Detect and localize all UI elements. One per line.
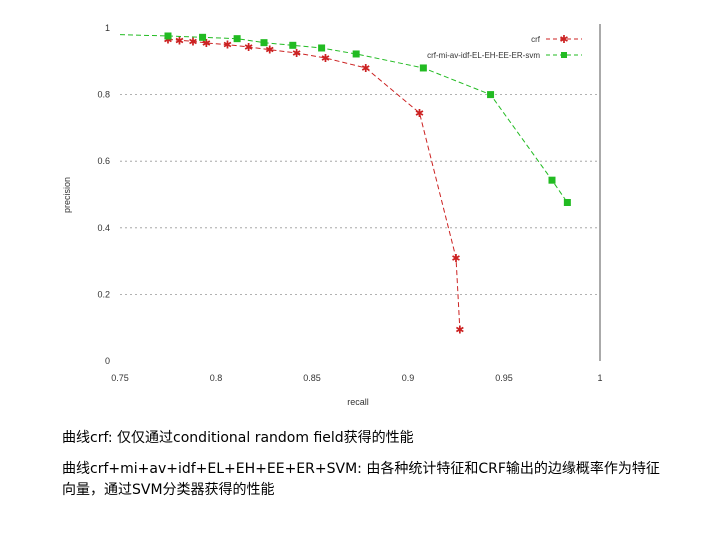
y-tick-labels: 0 0.2 0.4 0.6 0.8 1 [97, 23, 110, 366]
y-tick-label: 0.4 [97, 223, 110, 233]
data-point: ✱ [321, 52, 330, 65]
y-tick-label: 0.8 [97, 90, 110, 100]
series-layer: ✱ ✱ ✱ ✱ ✱ ✱ ✱ ✱ ✱✱✱✱✱ [119, 32, 571, 336]
data-point [164, 32, 172, 40]
legend-label-svm: crf-mi-av-idf-EL-EH-EE-ER-svm [427, 51, 540, 60]
grid-lines [120, 94, 600, 295]
y-tick-label: 0.6 [97, 156, 110, 166]
legend-marker-crf: ✱ [559, 33, 568, 46]
series-svm [119, 32, 571, 206]
data-point: ✱ [202, 37, 211, 50]
x-tick-label: 0.95 [495, 373, 513, 383]
data-point: ✱ [175, 34, 184, 47]
x-tick-label: 0.9 [402, 373, 415, 383]
precision-recall-chart: 0.75 0.8 0.85 0.9 0.95 1 0 0.2 0.4 0.6 0.8 1 recal… [62, 23, 603, 407]
x-axis-label: recall [347, 397, 369, 407]
data-point [289, 41, 297, 49]
series-line [167, 38, 461, 330]
data-point: ✱ [223, 39, 232, 52]
data-point: ✱ [163, 33, 172, 46]
series-crf: ✱ ✱ ✱ ✱ ✱ ✱ ✱ ✱ ✱✱✱✱✱ [163, 33, 464, 336]
data-point: ✱ [188, 35, 197, 48]
data-point [548, 176, 556, 184]
data-point: ✱ [265, 44, 274, 57]
caption-svm: 曲线crf+mi+av+idf+EL+EH+EE+ER+SVM: 由各种统计特征… [62, 461, 660, 498]
x-tick-label: 0.75 [111, 373, 129, 383]
data-point: ✱ [361, 62, 370, 75]
data-point [199, 33, 207, 41]
y-axis-label: precision [62, 177, 72, 213]
caption-crf: 曲线crf: 仅仅通过conditional random field获得的性能 [62, 430, 414, 446]
data-point [563, 198, 571, 206]
legend-marker-svm [561, 52, 567, 58]
legend: crf ✱ crf-mi-av-idf-EL-EH-EE-ER-svm [427, 33, 582, 60]
data-point [260, 39, 268, 47]
x-tick-label: 0.8 [210, 373, 223, 383]
series-line [119, 34, 568, 203]
data-point [233, 35, 241, 43]
y-tick-label: 1 [105, 23, 110, 33]
x-tick-label: 0.85 [303, 373, 321, 383]
legend-label-crf: crf [531, 35, 541, 44]
data-point: ✱ [292, 47, 301, 60]
data-point [487, 91, 495, 99]
y-tick-label: 0.2 [97, 289, 110, 299]
x-tick-label: 1 [597, 373, 602, 383]
y-tick-label: 0 [105, 356, 110, 366]
data-point: ✱ [451, 252, 460, 265]
data-point: ✱ [244, 41, 253, 54]
data-point: ✱ [455, 323, 464, 336]
x-tick-labels: 0.75 0.8 0.85 0.9 0.95 1 [111, 373, 602, 383]
data-point: ✱ [415, 107, 424, 120]
data-point [352, 50, 360, 58]
data-point [318, 44, 326, 52]
data-point [419, 64, 427, 72]
